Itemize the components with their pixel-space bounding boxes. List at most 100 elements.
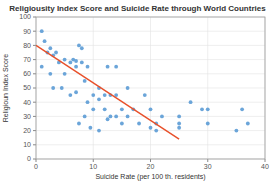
- y-grid-line: [36, 102, 265, 103]
- scatter-point: [106, 65, 110, 69]
- scatter-point: [68, 61, 72, 65]
- trend-line: [36, 45, 179, 139]
- title: Religiousity Index Score and Suicide Rat…: [9, 4, 266, 13]
- scatter-point: [74, 90, 78, 94]
- y-axis-label: Religioun Index Score: [2, 54, 10, 123]
- scatter-point: [177, 115, 181, 119]
- y-grid-line: [36, 88, 265, 89]
- y-grid-line: [36, 59, 265, 60]
- scatter-point: [234, 129, 238, 133]
- scatter-point: [120, 122, 124, 126]
- y-tick-label: 10: [23, 141, 31, 148]
- scatter-point: [54, 51, 58, 55]
- scatter-point: [51, 86, 55, 90]
- scatter-point: [177, 122, 181, 126]
- scatter-point: [200, 107, 204, 111]
- scatter-point: [109, 115, 113, 119]
- y-tick-label: 20: [23, 127, 31, 134]
- y-tick: [33, 59, 36, 60]
- y-tick: [33, 144, 36, 145]
- y-tick: [33, 159, 36, 160]
- x-tick: [93, 159, 94, 162]
- data: [36, 29, 250, 139]
- scatter-point: [77, 44, 81, 48]
- y-tick-label: 100: [19, 13, 31, 20]
- plot-frame: [36, 17, 265, 159]
- scatter-point: [80, 46, 84, 50]
- scatter-point: [206, 107, 210, 111]
- scatter-point: [48, 46, 52, 50]
- y-tick-label: 60: [23, 70, 31, 77]
- scatter-point: [240, 107, 244, 111]
- y-tick: [33, 102, 36, 103]
- scatter-point: [177, 126, 181, 130]
- y-tick: [33, 17, 36, 18]
- x-tick: [207, 159, 208, 162]
- scatter-point: [97, 129, 101, 133]
- scatter-point: [149, 107, 153, 111]
- x-tick: [150, 159, 151, 162]
- y-tick: [33, 116, 36, 117]
- scatter-point: [120, 107, 124, 111]
- y-tick-label: 30: [23, 113, 31, 120]
- scatter-point: [86, 100, 90, 104]
- x-tick: [265, 159, 266, 162]
- scatter-point: [43, 39, 47, 43]
- scatter-point: [160, 115, 164, 119]
- scatter-point: [74, 65, 78, 69]
- y-tick-label: 0: [27, 155, 31, 162]
- x-tick-label: 30: [204, 163, 212, 170]
- scatter-point: [63, 58, 67, 62]
- x-tick-label: 10: [89, 163, 97, 170]
- y-tick: [33, 130, 36, 131]
- scatter-point: [63, 72, 67, 76]
- scatter-point: [114, 65, 118, 69]
- ticks: 0 10 20 30 40 0 10 20 30 40 50 60 70 80 90 100: [19, 13, 269, 170]
- y-tick-label: 40: [23, 99, 31, 106]
- scatter-point: [83, 79, 87, 83]
- y-grid-line: [36, 144, 265, 145]
- y-tick-label: 50: [23, 84, 31, 91]
- scatter-point: [68, 93, 72, 97]
- y-grid-line: [36, 73, 265, 74]
- scatter-point: [246, 122, 250, 126]
- scatter-point: [154, 129, 158, 133]
- scatter-point: [114, 115, 118, 119]
- x-tick-label: 0: [34, 163, 38, 170]
- scatter-point: [83, 115, 87, 119]
- chart: 0 10 20 30 40 0 10 20 30 40 50 60 70 80 90 100Religious…: [0, 0, 275, 183]
- scatter-point: [97, 97, 101, 101]
- scatter-point: [206, 122, 210, 126]
- scatter-point: [137, 122, 141, 126]
- y-grid-line: [36, 130, 265, 131]
- y-tick-label: 70: [23, 56, 31, 63]
- y-tick: [33, 73, 36, 74]
- y-tick-label: 80: [23, 42, 31, 49]
- x-tick-label: 40: [261, 163, 269, 170]
- scatter-point: [86, 65, 90, 69]
- scatter-point: [88, 126, 92, 130]
- scatter-point: [189, 100, 193, 104]
- scatter-point: [103, 107, 107, 111]
- scatter-point: [143, 93, 147, 97]
- scatter-point: [126, 86, 130, 90]
- y-grid-line: [36, 116, 265, 117]
- y-tick-label: 90: [23, 28, 31, 35]
- scatter-point: [48, 72, 52, 76]
- x-tick-label: 20: [147, 163, 155, 170]
- grid: [36, 17, 265, 159]
- y-grid-line: [36, 31, 265, 32]
- scatter-point: [60, 86, 64, 90]
- scatter-point: [106, 117, 110, 121]
- y-tick: [33, 45, 36, 46]
- y-tick: [33, 31, 36, 32]
- scatter-point: [80, 61, 84, 65]
- scatter-point: [91, 93, 95, 97]
- scatter-point: [103, 93, 107, 97]
- scatter-point: [40, 29, 44, 33]
- x-axis-label: Suicide Rate (per 100 th. residents): [95, 173, 205, 181]
- scatter-point: [126, 115, 130, 119]
- y-grid-line: [36, 45, 265, 46]
- scatter-point: [149, 126, 153, 130]
- scatter-point: [74, 59, 78, 63]
